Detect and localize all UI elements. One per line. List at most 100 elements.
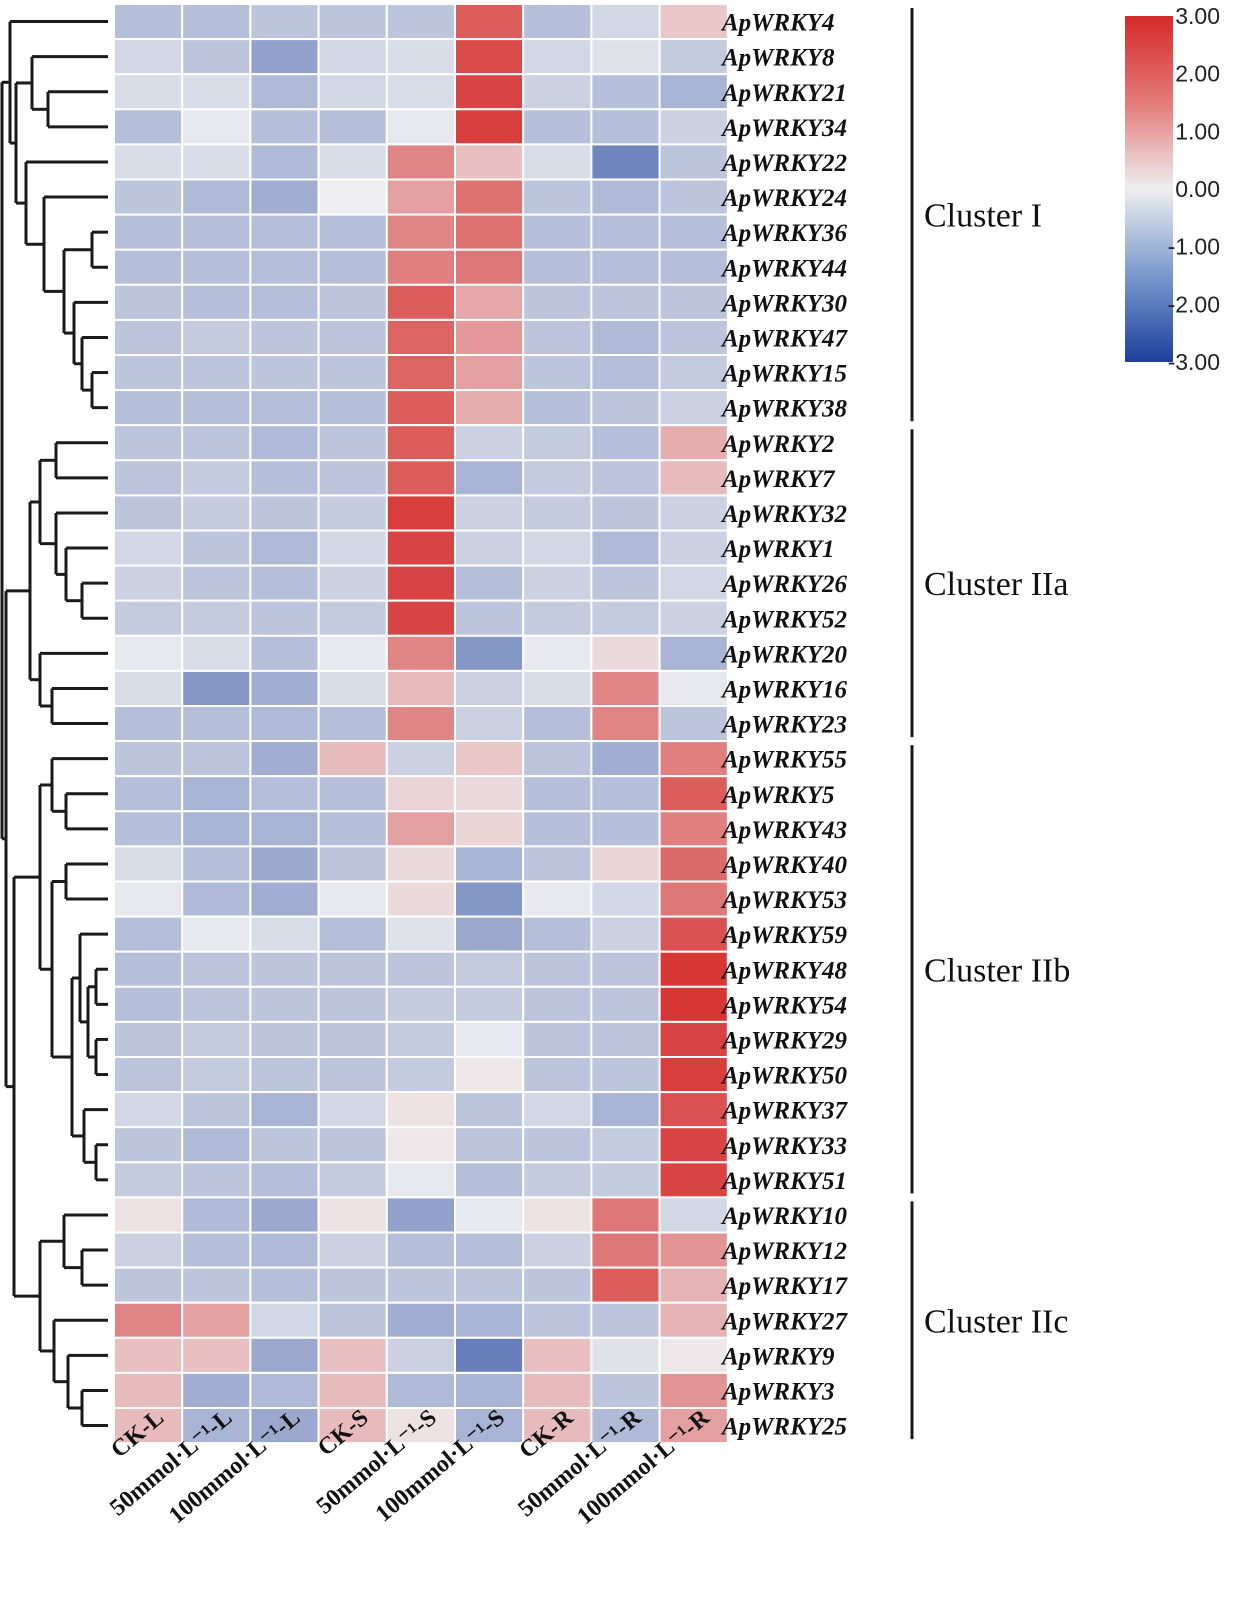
cluster-label: Cluster IIc (924, 1303, 1068, 1340)
heatmap-cell (249, 73, 320, 111)
heatmap-cell (658, 283, 729, 321)
heatmap-cell (249, 494, 320, 532)
heatmap-cell (454, 985, 525, 1023)
heatmap-cell (181, 1231, 252, 1269)
gene-label: ApWRKY44 (720, 255, 847, 282)
heatmap-cell (590, 389, 661, 427)
heatmap-cell (317, 845, 388, 883)
gene-label: ApWRKY55 (720, 747, 847, 774)
heatmap-cell (454, 669, 525, 708)
heatmap-cell (454, 1126, 525, 1164)
heatmap-cell (454, 564, 525, 602)
cluster-label: Cluster IIb (924, 952, 1070, 989)
heatmap-cell (590, 669, 661, 708)
heatmap-cell (590, 248, 661, 286)
gene-label: ApWRKY27 (720, 1308, 849, 1335)
heatmap-cell (317, 1020, 388, 1059)
heatmap-cell (522, 143, 593, 181)
heatmap-cell (317, 38, 388, 76)
heatmap-cell (385, 494, 456, 532)
gene-label: ApWRKY17 (720, 1273, 849, 1300)
heatmap-cell (385, 634, 456, 672)
heatmap-cell (181, 3, 252, 41)
heatmap-cell (317, 880, 388, 918)
heatmap-cell (522, 529, 593, 567)
gene-label: ApWRKY37 (720, 1098, 849, 1125)
heatmap-cell (454, 915, 525, 953)
heatmap-cell (658, 810, 729, 848)
heatmap-cell (385, 389, 456, 427)
heatmap-cell (658, 1056, 729, 1094)
heatmap-cell (317, 1091, 388, 1129)
heatmap-cell (181, 1196, 252, 1234)
gene-label: ApWRKY59 (720, 922, 848, 949)
heatmap-cell (385, 950, 456, 988)
gene-label: ApWRKY3 (720, 1378, 835, 1405)
heatmap-cell (249, 1301, 320, 1339)
gene-label: ApWRKY24 (720, 185, 847, 212)
gene-label: ApWRKY1 (720, 536, 835, 563)
heatmap-cell (113, 3, 184, 41)
heatmap-cell (249, 389, 320, 427)
heatmap-cell (113, 1371, 184, 1410)
heatmap-cells (113, 3, 729, 1445)
heatmap-cell (522, 283, 593, 321)
heatmap-cell (385, 213, 456, 251)
heatmap-cell (181, 880, 252, 918)
heatmap-cell (590, 354, 661, 392)
heatmap-cell (249, 1266, 320, 1304)
heatmap-cell (249, 1091, 320, 1129)
heatmap-cell (522, 985, 593, 1023)
heatmap-cell (113, 248, 184, 286)
heatmap-cell (113, 1266, 184, 1304)
heatmap-cell (385, 985, 456, 1023)
heatmap-cell (181, 424, 252, 462)
heatmap-cell (590, 459, 661, 497)
heatmap-cell (385, 354, 456, 392)
heatmap-cell (385, 880, 456, 918)
heatmap-cell (658, 389, 729, 427)
heatmap-cell (658, 915, 729, 953)
heatmap-cell (590, 1336, 661, 1374)
heatmap-cell (385, 529, 456, 567)
heatmap-cell (181, 529, 252, 567)
heatmap-cell (590, 283, 661, 321)
heatmap-cell (113, 389, 184, 427)
heatmap-cell (522, 389, 593, 427)
heatmap-cell (181, 950, 252, 988)
heatmap-cell (249, 1336, 320, 1374)
heatmap-cell (454, 3, 525, 41)
gene-label: ApWRKY12 (720, 1238, 847, 1265)
heatmap-cell (113, 669, 184, 708)
heatmap-cell (590, 529, 661, 567)
heatmap-cell (385, 1231, 456, 1269)
heatmap-cell (522, 3, 593, 41)
heatmap-cell (454, 880, 525, 918)
gene-label: ApWRKY8 (720, 45, 835, 72)
gene-label: ApWRKY5 (720, 782, 835, 809)
heatmap-cell (181, 1407, 252, 1445)
heatmap-cell (317, 705, 388, 743)
heatmap-cell (522, 669, 593, 708)
heatmap-cell (454, 108, 525, 146)
heatmap-cell (317, 389, 388, 427)
heatmap-cell (658, 1126, 729, 1164)
heatmap-cell (658, 1407, 729, 1445)
heatmap-cell (590, 424, 661, 462)
heatmap-cell (113, 599, 184, 637)
gene-label: ApWRKY2 (720, 431, 835, 458)
heatmap-cell (658, 740, 729, 778)
heatmap-cell (317, 810, 388, 848)
gene-label: ApWRKY38 (720, 396, 848, 423)
heatmap-cell (113, 108, 184, 146)
heatmap-cell (385, 108, 456, 146)
heatmap-cell (385, 810, 456, 848)
heatmap-cell (113, 424, 184, 462)
heatmap-cell (113, 985, 184, 1023)
heatmap-cell (522, 775, 593, 813)
heatmap-cell (249, 599, 320, 637)
heatmap-cell (113, 283, 184, 321)
heatmap-cell (385, 564, 456, 602)
heatmap-cell (181, 1301, 252, 1339)
heatmap-cell (385, 1161, 456, 1199)
